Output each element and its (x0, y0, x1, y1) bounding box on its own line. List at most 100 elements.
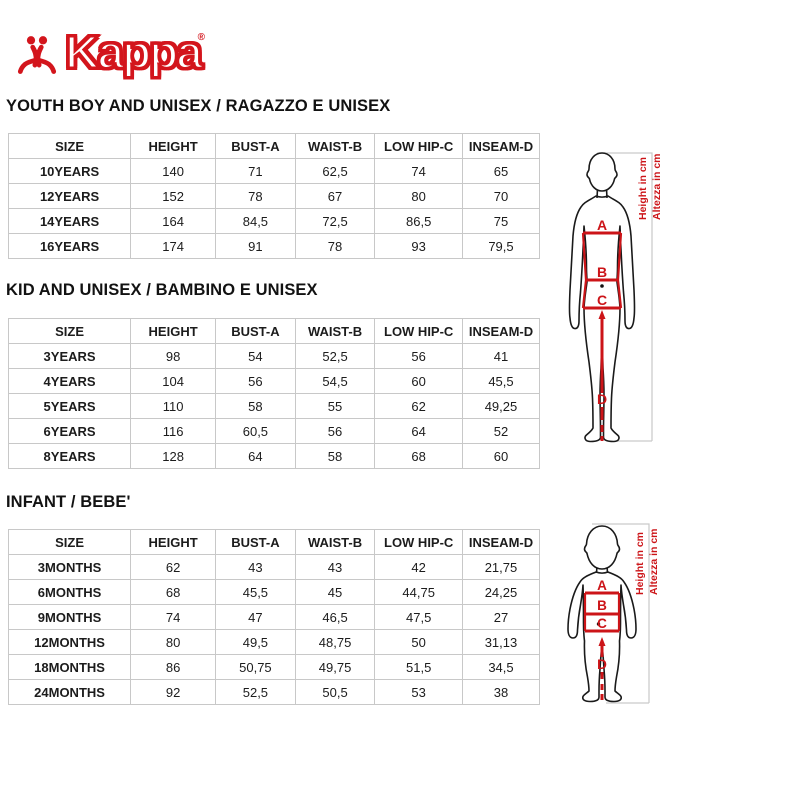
column-header: LOW HIP-C (374, 529, 463, 555)
measurement-cell: 45 (294, 579, 376, 605)
measurement-cell: 75 (461, 208, 541, 234)
measurement-cell: 80 (374, 183, 463, 209)
measurement-cell: 98 (130, 343, 217, 369)
measurement-cell: 74 (374, 158, 463, 184)
column-header: LOW HIP-C (374, 133, 463, 159)
measurement-cell: 60 (461, 443, 541, 469)
measurement-cell: 24,25 (461, 579, 541, 605)
kappa-omini-icon (17, 36, 57, 74)
heading-infant: INFANT / BEBE' (6, 493, 131, 511)
table-row: 10YEARS 140 71 62,5 74 65 (7, 158, 541, 184)
measurement-cell: 64 (215, 443, 296, 469)
measurement-cell: 174 (130, 233, 217, 259)
height-caption-en: Height in cm (637, 157, 649, 220)
brand-name: Kappa (63, 26, 204, 78)
inseam-arrow (598, 310, 606, 319)
measurement-cell: 60 (374, 368, 463, 394)
measurement-cell: 52,5 (215, 679, 296, 705)
measurement-cell: 71 (215, 158, 296, 184)
brand-logo: Kappa ® (13, 28, 205, 82)
label-d: D (597, 657, 607, 672)
size-table-infant: SIZE HEIGHT BUST-A WAIST-B LOW HIP-C INSEAM-D… (7, 529, 541, 705)
measurement-cell: 80 (130, 629, 217, 655)
measurement-cell: 38 (461, 679, 541, 705)
measurement-cell: 56 (215, 368, 296, 394)
column-header: SIZE (7, 318, 132, 344)
table-row: 8YEARS 128 64 58 68 60 (7, 443, 541, 469)
youth-body-diagram: A B C D Height in cm Altezza in cm (557, 150, 672, 455)
size-cell: 6YEARS (7, 418, 132, 444)
table-row: 3MONTHS 62 43 43 42 21,75 (7, 554, 541, 580)
registered-mark: ® (197, 32, 205, 43)
height-caption-it: Altezza in cm (648, 528, 660, 595)
size-cell: 5YEARS (7, 393, 132, 419)
size-table-kid: SIZE HEIGHT BUST-A WAIST-B LOW HIP-C INSEAM-D… (7, 318, 541, 469)
measurement-cell: 68 (130, 579, 217, 605)
table-row: 14YEARS 164 84,5 72,5 86,5 75 (7, 208, 541, 234)
infant-body-diagram: A B C D Height in cm Altezza in cm (556, 521, 668, 714)
measurement-cell: 62,5 (294, 158, 376, 184)
size-cell: 12YEARS (7, 183, 132, 209)
column-header: HEIGHT (130, 529, 217, 555)
measurement-cell: 70 (461, 183, 541, 209)
navel-dot (596, 622, 601, 626)
measurement-cell: 116 (130, 418, 217, 444)
header-row: SIZE HEIGHT BUST-A WAIST-B LOW HIP-C INSEAM-D (7, 133, 541, 159)
size-cell: 6MONTHS (7, 579, 132, 605)
column-header: INSEAM-D (461, 318, 541, 344)
measurement-cell: 56 (374, 343, 463, 369)
measurement-cell: 74 (130, 604, 217, 630)
measurement-cell: 84,5 (215, 208, 296, 234)
inseam-arrow (598, 637, 606, 646)
measurement-cell: 52 (461, 418, 541, 444)
size-cell: 16YEARS (7, 233, 132, 259)
column-header: BUST-A (215, 133, 296, 159)
column-header: INSEAM-D (461, 133, 541, 159)
size-table-youth: SIZE HEIGHT BUST-A WAIST-B LOW HIP-C INSEAM-D… (7, 133, 541, 259)
table-row: 24MONTHS 92 52,5 50,5 53 38 (7, 679, 541, 705)
measurement-cell: 91 (215, 233, 296, 259)
heading-youth: YOUTH BOY AND UNISEX / RAGAZZO E UNISEX (6, 97, 391, 115)
column-header: WAIST-B (294, 133, 376, 159)
label-b: B (597, 264, 607, 280)
table-row: 6MONTHS 68 45,5 45 44,75 24,25 (7, 579, 541, 605)
measurement-cell: 47 (215, 604, 296, 630)
navel-dot (600, 284, 604, 288)
measurement-cell: 45,5 (461, 368, 541, 394)
header-row: SIZE HEIGHT BUST-A WAIST-B LOW HIP-C INSEAM-D (7, 529, 541, 555)
brand-wordmark: Kappa (63, 28, 204, 77)
column-header: SIZE (7, 529, 132, 555)
size-cell: 3YEARS (7, 343, 132, 369)
measurement-cell: 43 (294, 554, 376, 580)
measurement-cell: 128 (130, 443, 217, 469)
measurement-cell: 67 (294, 183, 376, 209)
measurement-cell: 50,75 (215, 654, 296, 680)
table-row: 16YEARS 174 91 78 93 79,5 (7, 233, 541, 259)
measurement-cell: 64 (374, 418, 463, 444)
measurement-cell: 86 (130, 654, 217, 680)
size-cell: 9MONTHS (7, 604, 132, 630)
measurement-cell: 43 (215, 554, 296, 580)
size-cell: 4YEARS (7, 368, 132, 394)
measurement-cell: 140 (130, 158, 217, 184)
measurement-cell: 62 (374, 393, 463, 419)
measurement-cell: 79,5 (461, 233, 541, 259)
header-row: SIZE HEIGHT BUST-A WAIST-B LOW HIP-C INSEAM-D (7, 318, 541, 344)
label-a: A (597, 217, 607, 233)
measurement-cell: 48,75 (294, 629, 376, 655)
measurement-cell: 65 (461, 158, 541, 184)
column-header: INSEAM-D (461, 529, 541, 555)
measurement-cell: 49,75 (294, 654, 376, 680)
measurement-cell: 93 (374, 233, 463, 259)
measurement-cell: 44,75 (374, 579, 463, 605)
measurement-cell: 50 (374, 629, 463, 655)
table-row: 12MONTHS 80 49,5 48,75 50 31,13 (7, 629, 541, 655)
label-c: C (597, 616, 607, 631)
measurement-cell: 49,25 (461, 393, 541, 419)
measurement-cell: 152 (130, 183, 217, 209)
measurement-cell: 104 (130, 368, 217, 394)
size-cell: 10YEARS (7, 158, 132, 184)
measurement-cell: 78 (294, 233, 376, 259)
measurement-cell: 62 (130, 554, 217, 580)
